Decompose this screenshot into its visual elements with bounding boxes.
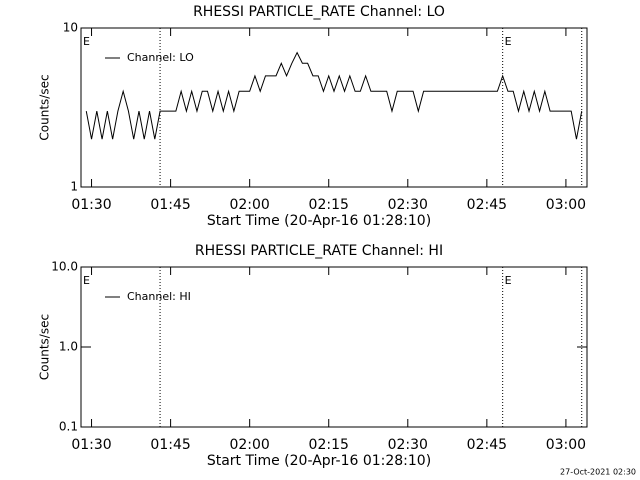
x-tick-label: 02:30 (388, 197, 428, 213)
chart-title: RHESSI PARTICLE_RATE Channel: HI (195, 243, 443, 259)
x-tick-label: 02:00 (229, 197, 269, 213)
x-tick-label: 02:15 (309, 197, 349, 213)
x-axis-label: Start Time (20-Apr-16 01:28:10) (207, 453, 431, 469)
chart-title: RHESSI PARTICLE_RATE Channel: LO (193, 4, 445, 20)
x-tick-label: 01:45 (150, 437, 190, 453)
x-tick-label: 02:45 (467, 437, 507, 453)
x-tick-label: 02:45 (467, 197, 507, 213)
x-axis-label: Start Time (20-Apr-16 01:28:10) (207, 213, 431, 229)
y-tick-label: 0.1 (59, 420, 78, 434)
legend-label: Channel: LO (127, 51, 194, 64)
y-axis-label: Counts/sec (38, 74, 52, 140)
x-tick-label: 02:30 (388, 437, 428, 453)
x-tick-label: 03:00 (546, 437, 586, 453)
footer: 27-Oct-2021 02:30 (560, 468, 636, 477)
annotation: E (83, 274, 90, 287)
x-tick-label: 01:30 (71, 197, 111, 213)
x-tick-label: 02:15 (309, 437, 349, 453)
annotation: E (505, 274, 512, 287)
y-tick-label: 1 (70, 180, 78, 194)
annotation: E (83, 35, 90, 48)
x-tick-label: 03:00 (546, 197, 586, 213)
annotation: E (505, 35, 512, 48)
x-tick-label: 01:45 (150, 197, 190, 213)
plot-frame (80, 27, 588, 188)
x-tick-label: 02:00 (229, 437, 269, 453)
y-axis-label: Counts/sec (38, 314, 52, 380)
x-tick-label: 01:30 (71, 437, 111, 453)
legend-label: Channel: HI (127, 290, 191, 303)
y-tick-label: 1.0 (59, 340, 78, 354)
y-tick-label: 10 (63, 21, 78, 35)
y-tick-label: 10.0 (51, 260, 78, 274)
data-line (85, 51, 583, 140)
